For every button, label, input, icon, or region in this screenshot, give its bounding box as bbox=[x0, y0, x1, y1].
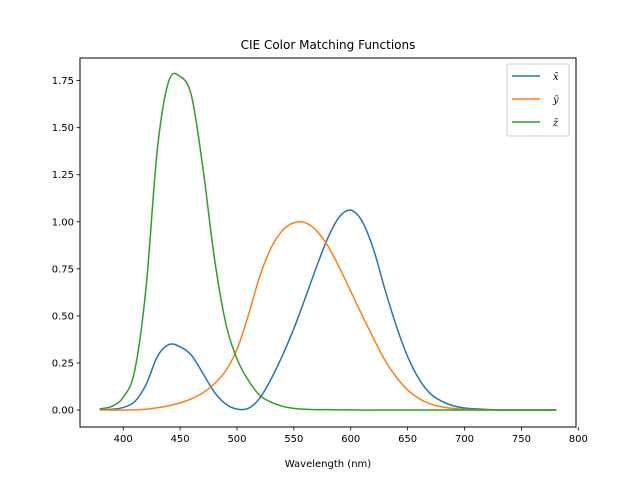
y-tick-label: 1.50 bbox=[52, 123, 74, 134]
x-tick-label: 400 bbox=[114, 434, 133, 445]
y-tick-label: 1.25 bbox=[52, 170, 74, 181]
plot-frame bbox=[79, 57, 577, 428]
legend-frame bbox=[506, 63, 570, 137]
x-axis-title: Wavelength (nm) bbox=[285, 459, 371, 470]
legend-label-2: z̄ bbox=[552, 118, 559, 129]
y-tick-label: 1.00 bbox=[52, 217, 74, 228]
x-tick-label: 750 bbox=[512, 434, 531, 445]
legend: x̄ ȳ z̄ bbox=[506, 63, 570, 137]
series-line-0 bbox=[99, 209, 557, 411]
x-tick-label: 700 bbox=[455, 434, 474, 445]
series-line-2 bbox=[99, 72, 557, 411]
y-axis-ticks: 0.00 0.25 0.50 0.75 1.00 1.25 1.50 1.75 bbox=[52, 76, 80, 417]
x-tick-label: 450 bbox=[171, 434, 190, 445]
chart-title: CIE Color Matching Functions bbox=[241, 38, 416, 52]
x-tick-label: 600 bbox=[341, 434, 360, 445]
y-tick-label: 1.75 bbox=[52, 76, 74, 87]
y-tick-label: 0.50 bbox=[52, 311, 74, 322]
x-tick-label: 800 bbox=[569, 434, 588, 445]
y-tick-label: 0.75 bbox=[52, 264, 74, 275]
x-axis-ticks: 400 450 500 550 600 650 700 750 800 bbox=[114, 427, 588, 445]
x-tick-label: 550 bbox=[284, 434, 303, 445]
legend-label-1: ȳ bbox=[552, 95, 559, 106]
x-tick-label: 650 bbox=[398, 434, 417, 445]
series-line-1 bbox=[99, 220, 557, 411]
legend-label-0: x̄ bbox=[553, 72, 559, 83]
y-tick-label: 0.00 bbox=[52, 406, 74, 417]
y-tick-label: 0.25 bbox=[52, 358, 74, 369]
x-tick-label: 500 bbox=[227, 434, 246, 445]
plot-lines bbox=[99, 72, 557, 411]
